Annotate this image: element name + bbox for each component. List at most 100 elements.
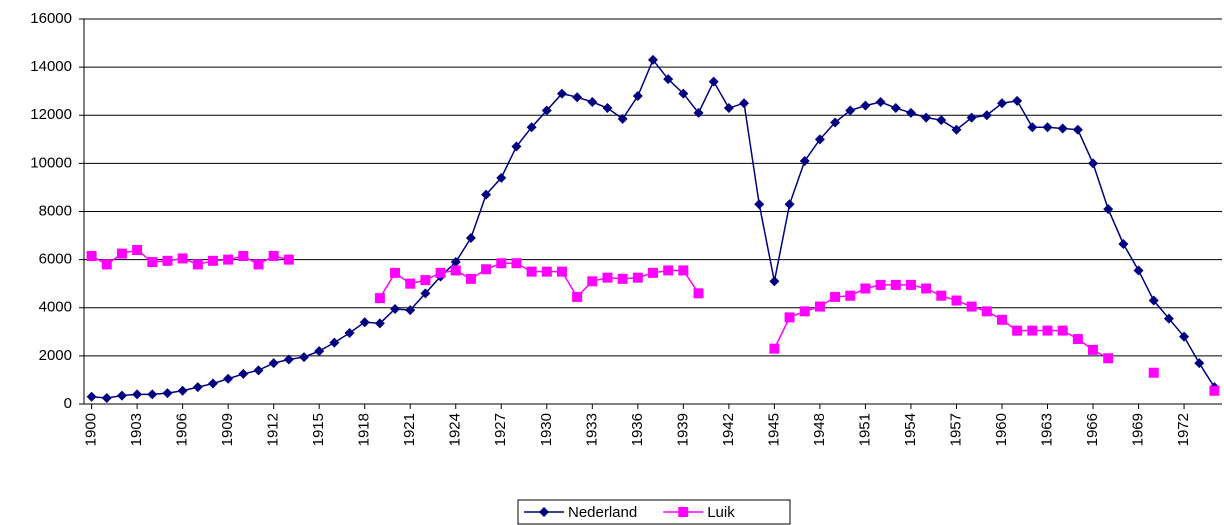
data-point <box>632 272 643 283</box>
x-tick-label: 1972 <box>1175 413 1192 446</box>
x-tick-label: 1942 <box>720 413 737 446</box>
x-tick-label: 1906 <box>174 413 191 446</box>
data-point <box>450 265 461 276</box>
data-point <box>192 259 203 270</box>
x-tick-label: 1960 <box>993 413 1010 446</box>
data-point <box>602 272 613 283</box>
data-point <box>1027 122 1038 133</box>
data-point <box>101 259 112 270</box>
data-point <box>905 107 916 118</box>
data-point <box>344 328 355 339</box>
data-point <box>936 115 947 126</box>
data-point <box>602 103 613 114</box>
data-point <box>572 291 583 302</box>
data-point <box>1148 295 1159 306</box>
legend-label: Nederland <box>568 504 637 521</box>
data-point <box>996 98 1007 109</box>
data-point <box>481 189 492 200</box>
data-point <box>1057 325 1068 336</box>
data-point <box>1163 313 1174 324</box>
data-point <box>951 295 962 306</box>
y-tick-label: 2000 <box>39 347 72 364</box>
legend-marker <box>539 507 549 517</box>
x-tick-label: 1903 <box>128 413 145 446</box>
data-point <box>526 266 537 277</box>
data-point <box>359 317 370 328</box>
x-tick-label: 1963 <box>1038 413 1055 446</box>
legend-marker <box>678 507 689 517</box>
data-point <box>1118 238 1129 249</box>
data-point <box>329 337 340 348</box>
data-point <box>617 273 628 284</box>
data-point <box>1072 334 1083 345</box>
data-point <box>207 255 218 266</box>
x-tick-label: 1948 <box>811 413 828 446</box>
data-point <box>723 103 734 114</box>
data-point <box>101 392 112 403</box>
data-point <box>86 391 97 402</box>
data-point <box>799 306 810 317</box>
data-point <box>814 301 825 312</box>
x-tick-label: 1951 <box>856 413 873 446</box>
data-point <box>572 92 583 103</box>
data-point <box>1012 325 1023 336</box>
data-point <box>708 76 719 87</box>
data-point <box>511 258 522 269</box>
data-point <box>1088 344 1099 355</box>
data-point <box>890 103 901 114</box>
data-point <box>283 354 294 365</box>
data-point <box>465 273 476 284</box>
data-point <box>390 303 401 314</box>
x-tick-label: 1900 <box>83 413 100 446</box>
data-point <box>1042 325 1053 336</box>
data-point <box>936 290 947 301</box>
data-point <box>465 232 476 243</box>
series-line <box>91 58 1216 399</box>
y-tick-label: 10000 <box>30 154 72 171</box>
data-point <box>1103 353 1114 364</box>
data-point <box>511 141 522 152</box>
data-point <box>132 245 143 255</box>
data-point <box>587 276 598 287</box>
x-tick-label: 1945 <box>765 413 782 446</box>
data-point <box>981 306 992 317</box>
data-point <box>238 251 249 262</box>
data-point <box>450 257 461 268</box>
y-tick-label: 8000 <box>39 202 72 219</box>
x-tick-label: 1918 <box>356 413 373 446</box>
data-point <box>799 155 810 166</box>
data-point <box>177 253 188 264</box>
data-point <box>951 124 962 135</box>
data-point <box>981 110 992 121</box>
data-point <box>116 248 127 259</box>
data-point <box>814 134 825 145</box>
data-point <box>390 267 401 278</box>
data-point <box>966 112 977 123</box>
data-point <box>541 266 552 277</box>
x-tick-label: 1939 <box>674 413 691 446</box>
data-point <box>860 283 871 294</box>
data-point <box>541 105 552 116</box>
data-point <box>693 107 704 118</box>
x-tick-label: 1936 <box>629 413 646 446</box>
data-point <box>1179 331 1190 342</box>
data-point <box>192 382 203 393</box>
data-point <box>253 365 264 376</box>
data-point <box>223 254 234 265</box>
data-point <box>374 318 385 329</box>
y-tick-label: 6000 <box>39 251 72 268</box>
data-point <box>617 113 628 124</box>
data-point <box>268 358 279 369</box>
data-point <box>162 255 173 266</box>
data-point <box>739 98 750 109</box>
data-point <box>420 275 431 286</box>
data-point <box>253 259 264 270</box>
data-point <box>769 276 780 287</box>
data-point <box>921 112 932 123</box>
data-point <box>420 288 431 299</box>
data-point <box>1133 265 1144 276</box>
data-point <box>921 283 932 294</box>
data-point <box>556 88 567 99</box>
legend: Nederland Luik <box>517 499 791 525</box>
data-point <box>435 267 446 278</box>
